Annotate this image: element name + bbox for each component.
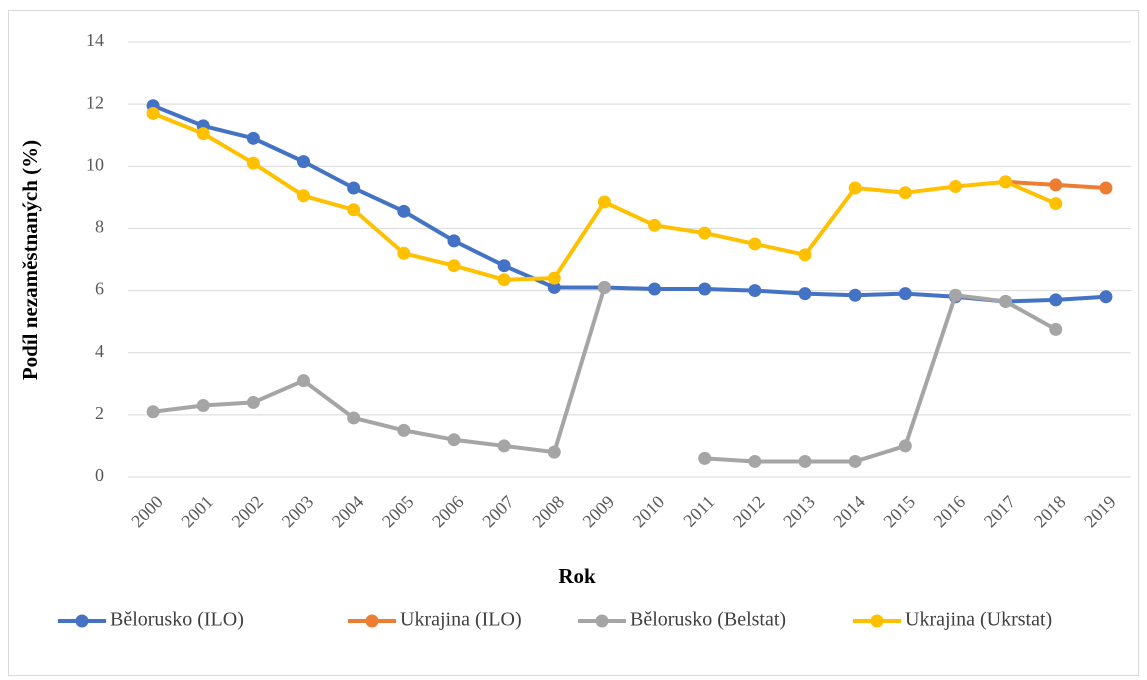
legend-marker bbox=[75, 614, 89, 628]
marker bbox=[597, 280, 611, 294]
marker bbox=[999, 175, 1013, 189]
y-tick-label: 10 bbox=[86, 154, 104, 174]
marker bbox=[848, 454, 862, 468]
marker bbox=[447, 259, 461, 273]
marker bbox=[146, 106, 160, 120]
x-axis-title: Rok bbox=[558, 564, 596, 588]
marker bbox=[748, 454, 762, 468]
legend-label: Ukrajina (Ukrstat) bbox=[905, 609, 1052, 631]
y-tick-label: 14 bbox=[86, 30, 104, 50]
marker bbox=[297, 155, 311, 169]
marker bbox=[497, 259, 511, 273]
y-axis-title: Podíl nezaměstnaných (%) bbox=[18, 140, 42, 380]
series bbox=[146, 106, 1063, 287]
marker bbox=[347, 181, 361, 195]
marker bbox=[297, 189, 311, 203]
marker bbox=[547, 271, 561, 285]
marker bbox=[648, 218, 662, 232]
series bbox=[146, 280, 1063, 468]
marker bbox=[297, 374, 311, 388]
marker bbox=[1049, 178, 1063, 192]
marker bbox=[196, 399, 210, 413]
marker bbox=[547, 445, 561, 459]
y-tick-label: 0 bbox=[95, 465, 104, 485]
marker bbox=[397, 204, 411, 218]
marker bbox=[698, 282, 712, 296]
marker bbox=[898, 186, 912, 200]
marker bbox=[447, 234, 461, 248]
y-tick-label: 2 bbox=[95, 403, 104, 423]
marker bbox=[397, 246, 411, 260]
marker bbox=[999, 294, 1013, 308]
marker bbox=[246, 156, 260, 170]
marker bbox=[948, 179, 962, 193]
legend-marker bbox=[595, 614, 609, 628]
marker bbox=[898, 439, 912, 453]
legend-marker bbox=[870, 614, 884, 628]
marker bbox=[798, 287, 812, 301]
marker bbox=[798, 248, 812, 262]
series-line bbox=[152, 103, 1107, 304]
marker bbox=[848, 288, 862, 302]
marker bbox=[196, 127, 210, 141]
marker bbox=[597, 195, 611, 209]
marker bbox=[1049, 293, 1063, 307]
marker bbox=[447, 433, 461, 447]
marker bbox=[748, 237, 762, 251]
y-tick-label: 12 bbox=[86, 92, 104, 112]
marker bbox=[246, 395, 260, 409]
marker bbox=[347, 411, 361, 425]
marker bbox=[1099, 181, 1113, 195]
marker bbox=[1099, 290, 1113, 304]
marker bbox=[397, 423, 411, 437]
series-line bbox=[704, 293, 1057, 464]
y-tick-label: 8 bbox=[95, 217, 104, 237]
marker bbox=[698, 226, 712, 240]
marker bbox=[798, 454, 812, 468]
legend-marker bbox=[365, 614, 379, 628]
marker bbox=[748, 284, 762, 298]
legend-label: Bělorusko (Belstat) bbox=[630, 609, 786, 631]
legend-label: Bělorusko (ILO) bbox=[110, 609, 244, 631]
marker bbox=[898, 287, 912, 301]
marker bbox=[347, 203, 361, 217]
marker bbox=[848, 181, 862, 195]
marker bbox=[1049, 197, 1063, 211]
marker bbox=[948, 288, 962, 302]
marker bbox=[146, 405, 160, 419]
marker bbox=[547, 280, 561, 294]
marker bbox=[1049, 322, 1063, 336]
marker bbox=[246, 131, 260, 145]
series-line bbox=[152, 286, 607, 455]
marker bbox=[698, 451, 712, 465]
y-tick-label: 6 bbox=[95, 279, 104, 299]
y-tick-label: 4 bbox=[95, 341, 104, 361]
legend-label: Ukrajina (ILO) bbox=[400, 609, 522, 631]
marker bbox=[497, 439, 511, 453]
marker bbox=[648, 282, 662, 296]
marker bbox=[497, 273, 511, 287]
